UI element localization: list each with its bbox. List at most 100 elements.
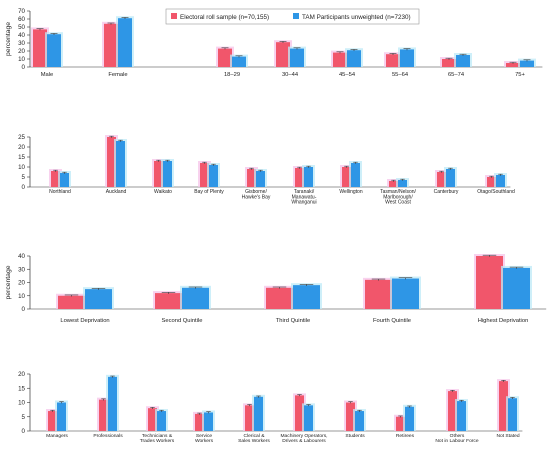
bar-tam-2-10 (496, 175, 505, 187)
bar-electoral-2-1 (51, 171, 60, 187)
bar-electoral-1-7 (442, 59, 456, 67)
x-tick-label: Tasman/Nelson/Marlborough/West Coast (380, 189, 416, 206)
bar-electoral-4-1 (48, 411, 57, 431)
bar-tam-4-10 (508, 398, 517, 431)
y-tick-label: 10 (18, 56, 25, 63)
bar-tam-2-7 (351, 163, 360, 187)
panel-4: 0 5 10 15 20 Managers Professionals Technicians… (18, 371, 523, 444)
bar-electoral-3-3 (266, 287, 293, 309)
bar-tam-2-1 (60, 173, 69, 187)
bar-tam-2-8 (398, 180, 407, 187)
y-tick-label: 10 (18, 164, 25, 171)
x-tick-label: 30–44 (282, 72, 299, 78)
bar-tam-2-3 (163, 161, 172, 187)
bar-electoral-3-4 (365, 279, 392, 309)
bar-electoral-4-5 (245, 405, 254, 431)
x-tick-label: Fourth Quintile (373, 318, 411, 324)
legend-swatch-electoral (171, 13, 177, 19)
bar-tam-2-4 (209, 165, 218, 187)
y-tick-label: 20 (18, 144, 25, 151)
bar-electoral-2-5 (247, 169, 256, 187)
x-tick-label: Students (345, 433, 365, 439)
bar-tam-3-2 (182, 287, 209, 309)
bar-tam-1-8 (520, 60, 534, 67)
bar-tam-1-2 (118, 18, 132, 67)
x-tick-label: Highest Deprivation (478, 318, 529, 324)
x-tick-label: Technicians & Trades Workers (140, 433, 175, 444)
bar-tam-1-6 (400, 49, 414, 67)
y-tick-label: 30 (18, 40, 25, 47)
bar-tam-1-1 (47, 34, 61, 67)
bar-electoral-2-2 (107, 137, 116, 187)
x-tick-label: Male (41, 72, 54, 78)
x-tick-label: 45–54 (339, 72, 356, 78)
bar-tam-1-5 (347, 50, 361, 67)
x-tick-label: Retirees (396, 433, 415, 439)
bar-tam-2-5 (256, 171, 265, 187)
y-tick-label: 0 (22, 64, 26, 71)
bar-electoral-4-7 (346, 402, 355, 431)
x-tick-label: Managers (46, 433, 68, 439)
bar-electoral-2-4 (200, 163, 209, 187)
bar-tam-4-6 (304, 405, 313, 431)
x-tick-label: 18–29 (224, 72, 240, 78)
x-tick-label: 65–74 (448, 72, 465, 78)
bar-electoral-2-7 (342, 167, 351, 187)
y-tick-label: 10 (18, 293, 25, 300)
legend-box (165, 8, 420, 25)
y-tick-label: 60 (18, 16, 25, 23)
y-tick-label: 5 (22, 174, 26, 181)
bar-tam-2-2 (116, 141, 125, 187)
bar-electoral-1-4 (276, 42, 290, 67)
panel-2: 0 5 10 15 20 25 Northland Auckland Waikato Bay of… (18, 134, 515, 205)
bar-tam-1-7 (456, 55, 470, 67)
y-tick-label: 40 (18, 32, 25, 39)
bar-electoral-2-6 (295, 168, 304, 187)
y-tick-label: 40 (18, 253, 25, 260)
y-axis-label: percentage (5, 265, 12, 299)
bar-tam-2-9 (446, 169, 455, 187)
y-tick-label: 15 (18, 154, 25, 161)
x-tick-label: 55–64 (392, 72, 409, 78)
y-tick-label: 0 (22, 306, 26, 313)
bar-electoral-3-1 (58, 295, 85, 309)
bar-electoral-4-9 (448, 391, 457, 431)
x-tick-label: Gisborne/Hawke's Bay (242, 189, 271, 200)
bar-electoral-2-10 (487, 177, 496, 187)
y-tick-label: 0 (22, 184, 26, 191)
x-tick-label: Professionals (93, 433, 123, 439)
x-tick-label: Clerical & Sales Workers (238, 433, 270, 444)
legend-label-electoral: Electoral roll sample (n=70,155) (180, 14, 269, 21)
bar-electoral-1-5 (333, 52, 347, 67)
bar-tam-4-7 (355, 411, 364, 431)
legend-label-tam: TAM Participants unweighted (n=7230) (302, 14, 411, 21)
y-tick-label: 0 (22, 428, 26, 435)
legend: Electoral roll sample (n=70,155) TAM Par… (165, 8, 420, 25)
x-tick-label: Female (108, 72, 127, 78)
bar-tam-4-5 (254, 396, 263, 431)
bar-electoral-4-8 (396, 416, 405, 431)
bar-tam-1-3 (232, 56, 246, 67)
bar-electoral-1-1 (33, 29, 47, 67)
x-tick-label: Lowest Deprivation (60, 318, 109, 324)
bar-electoral-1-2 (104, 23, 118, 67)
bar-electoral-1-3 (218, 48, 232, 67)
y-tick-label: 50 (18, 24, 25, 31)
bar-electoral-2-9 (437, 172, 446, 187)
bar-electoral-1-6 (386, 54, 400, 67)
x-tick-label: Waikato (154, 189, 172, 195)
bar-electoral-3-2 (155, 293, 182, 309)
x-tick-label: Bay of Plenty (194, 189, 224, 195)
bar-electoral-4-6 (295, 395, 304, 431)
bar-tam-4-8 (405, 406, 414, 431)
x-tick-label: Service Workers (195, 433, 214, 444)
x-tick-label: Otago/Southland (477, 189, 515, 195)
y-tick-label: 30 (18, 266, 25, 273)
bar-electoral-1-8 (506, 63, 520, 67)
bar-tam-4-3 (157, 411, 166, 431)
bar-electoral-4-4 (195, 413, 204, 431)
x-tick-label: Northland (49, 189, 71, 195)
bar-tam-2-6 (304, 167, 313, 187)
